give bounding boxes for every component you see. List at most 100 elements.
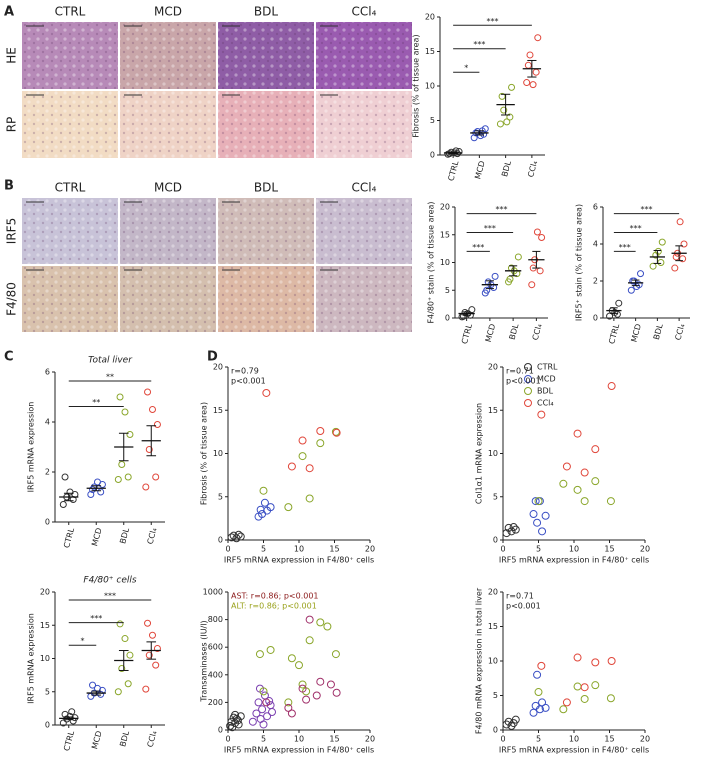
data-point	[118, 461, 126, 468]
x-tick-label: 15	[604, 735, 614, 744]
data-point	[227, 533, 236, 542]
micrograph-texture	[22, 266, 118, 332]
data-point	[657, 259, 665, 266]
y-tick-label: 20	[488, 588, 498, 597]
y-tick-label: 1000	[203, 588, 223, 597]
panel-label: B	[4, 179, 14, 194]
x-tick-label: MCD	[90, 527, 104, 547]
x-tick-label: CCl₄	[673, 323, 686, 341]
y-tick-label: 6	[593, 203, 598, 212]
annotation: r=0.71	[506, 367, 534, 376]
legend-label: MCD	[537, 375, 556, 384]
panel-label: C	[4, 350, 14, 365]
data-point	[142, 483, 150, 491]
data-point	[534, 497, 543, 506]
data-point	[511, 715, 520, 724]
data-point	[500, 106, 508, 114]
data-point	[148, 406, 156, 413]
data-point	[144, 619, 152, 627]
data-point	[66, 488, 74, 496]
legend-label: CTRL	[537, 363, 558, 372]
data-point	[148, 631, 156, 639]
data-point	[323, 622, 332, 631]
x-tick-label: MCD	[629, 323, 643, 343]
data-point	[233, 716, 242, 725]
data-point	[87, 692, 95, 700]
annotation: p<0.001	[506, 602, 541, 611]
y-axis-label: Transaminases (IU/l)	[200, 620, 209, 702]
data-point	[266, 645, 275, 654]
x-tick-label: BDL	[118, 729, 131, 747]
data-point	[573, 682, 582, 691]
data-point	[508, 83, 516, 91]
data-point	[116, 620, 124, 628]
annotation: r=0.71	[506, 592, 534, 601]
x-tick-label: MCD	[473, 160, 487, 180]
data-point	[615, 299, 623, 307]
data-point	[498, 92, 506, 100]
data-point	[591, 658, 600, 667]
annotation: AST: r=0.86; p<0.001	[231, 592, 319, 601]
x-tick-label: 20	[640, 545, 650, 554]
data-point	[528, 281, 536, 289]
significance-label: ***	[473, 40, 485, 49]
micrograph-texture	[22, 22, 118, 89]
row-label: HE	[5, 47, 19, 64]
data-point	[268, 708, 277, 717]
x-axis-label: IRF5 mRNA expression in F4/80⁺ cells	[499, 556, 649, 565]
y-tick-label: 0	[445, 314, 450, 323]
legend-marker	[524, 387, 532, 395]
legend-label: CCl₄	[537, 399, 554, 408]
data-point	[332, 688, 341, 697]
x-tick-label: CCl₄	[146, 527, 159, 545]
data-point	[248, 717, 257, 726]
significance-label: ***	[619, 243, 631, 252]
annotation: p<0.001	[231, 377, 266, 386]
data-point	[236, 712, 245, 721]
y-tick-label: 2	[593, 277, 598, 286]
data-point	[287, 709, 296, 718]
annotation: p<0.001	[506, 377, 541, 386]
y-tick-label: 10	[213, 449, 223, 458]
data-point	[468, 306, 476, 314]
data-point	[507, 721, 516, 730]
data-point	[514, 253, 522, 261]
data-point	[633, 283, 641, 291]
x-tick-label: CTRL	[607, 322, 621, 345]
data-point	[483, 286, 491, 294]
y-tick-label: 15	[488, 622, 498, 631]
y-tick-label: 15	[213, 406, 223, 415]
data-point	[538, 698, 547, 707]
data-point	[455, 148, 463, 156]
data-point	[611, 308, 619, 316]
x-tick-label: CTRL	[460, 322, 474, 345]
significance-label: ***	[104, 591, 116, 600]
y-tick-label: 20	[425, 13, 435, 22]
data-point	[305, 464, 314, 473]
y-tick-label: 20	[488, 363, 498, 372]
y-tick-label: 15	[425, 47, 435, 56]
data-point	[637, 270, 645, 278]
x-tick-label: CTRL	[446, 159, 460, 182]
data-point	[511, 525, 520, 534]
micrograph-texture	[120, 198, 216, 264]
data-point	[124, 680, 132, 688]
data-point	[502, 529, 511, 538]
data-point	[152, 661, 160, 669]
micrograph-texture	[22, 91, 118, 158]
y-tick-label: 6	[45, 368, 50, 377]
data-point	[255, 650, 264, 659]
data-point	[607, 657, 616, 665]
y-tick-label: 10	[488, 449, 498, 458]
x-tick-label: 0	[500, 735, 505, 744]
data-point	[262, 698, 271, 707]
data-point	[312, 691, 321, 700]
data-point	[302, 695, 311, 704]
annotation: ALT: r=0.86; p<0.001	[231, 602, 317, 611]
x-tick-label: 10	[569, 735, 579, 744]
data-point	[153, 645, 161, 653]
data-point	[316, 439, 325, 448]
x-tick-label: CCl₄	[526, 160, 539, 178]
data-point	[145, 446, 153, 453]
data-point	[298, 436, 307, 445]
